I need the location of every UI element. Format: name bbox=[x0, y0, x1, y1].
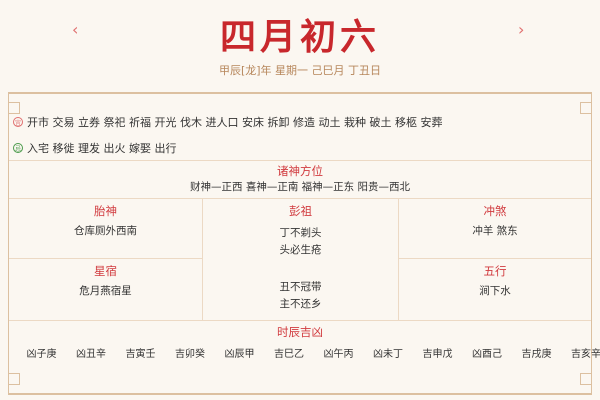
wuxing-section: 五行 涧下水 bbox=[399, 258, 591, 320]
prev-day-button[interactable]: ‹ bbox=[72, 20, 79, 39]
taishen-section: 胎神 仓库厕外西南 bbox=[9, 198, 202, 258]
gods-title: 诸神方位 bbox=[277, 164, 323, 178]
hour-item: 癸卯吉 bbox=[172, 348, 204, 358]
xingsu-title: 星宿 bbox=[94, 264, 117, 278]
chongsha-section: 冲煞 冲羊 煞东 bbox=[399, 198, 591, 258]
ji-row: 忌 入宅 移徙 理发 出火 嫁娶 出行 bbox=[13, 140, 176, 156]
ji-icon: 忌 bbox=[13, 143, 23, 153]
yi-row: 宜 开市 交易 立券 祭祀 祈福 开光 伐木 进人口 安床 拆卸 修造 动土 栽… bbox=[13, 114, 442, 130]
hour-item: 乙巳吉 bbox=[271, 348, 303, 358]
xingsu-value: 危月燕宿星 bbox=[79, 285, 132, 297]
yi-items: 开市 交易 立券 祭祀 祈福 开光 伐木 进人口 安床 拆卸 修造 动土 栽种 … bbox=[27, 116, 443, 129]
hour-item: 辛亥吉 bbox=[568, 348, 600, 358]
wuxing-title: 五行 bbox=[483, 264, 507, 278]
gods-section: 诸神方位 财神—正西 喜神—正南 福神—正东 阳贵—西北 bbox=[9, 160, 591, 198]
hour-item: 甲辰凶 bbox=[222, 348, 253, 358]
pengzu-line: 丁不剃头 bbox=[279, 227, 322, 239]
pengzu-section: 彭祖 丁不剃头 头必生疮 丑不冠带 主不还乡 bbox=[202, 198, 399, 320]
lunar-date-title: 四月初六 bbox=[219, 16, 380, 58]
pengzu-line: 丑不冠带 bbox=[279, 281, 322, 293]
chongsha-title: 冲煞 bbox=[483, 204, 507, 218]
hour-item: 己酉凶 bbox=[469, 348, 501, 358]
date-subtitle: 甲辰[龙]年 星期一 己巳月 丁丑日 bbox=[218, 64, 382, 77]
chongsha-value: 冲羊 煞东 bbox=[472, 225, 518, 237]
corner-ornament bbox=[580, 102, 592, 114]
corner-ornament bbox=[8, 373, 20, 385]
hour-item: 辛丑凶 bbox=[73, 348, 105, 358]
gods-value: 财神—正西 喜神—正南 福神—正东 阳贵—西北 bbox=[189, 181, 410, 193]
hour-item: 壬寅吉 bbox=[123, 348, 154, 358]
hour-item: 丁未凶 bbox=[370, 348, 402, 358]
pengzu-title: 彭祖 bbox=[289, 204, 312, 218]
wuxing-value: 涧下水 bbox=[479, 285, 511, 297]
hour-item: 庚戌吉 bbox=[519, 348, 550, 358]
hour-item: 庚子凶 bbox=[24, 348, 55, 358]
corner-ornament bbox=[580, 373, 592, 385]
pengzu-line: 主不还乡 bbox=[279, 298, 322, 310]
taishen-title: 胎神 bbox=[94, 204, 117, 218]
almanac-panel: 宜 开市 交易 立券 祭祀 祈福 开光 伐木 进人口 安床 拆卸 修造 动土 栽… bbox=[8, 92, 592, 395]
next-day-button[interactable]: › bbox=[518, 20, 525, 39]
taishen-value: 仓库厕外西南 bbox=[74, 225, 137, 237]
corner-ornament bbox=[8, 102, 20, 114]
xingsu-section: 星宿 危月燕宿星 bbox=[9, 258, 202, 320]
hours-title: 时辰吉凶 bbox=[277, 325, 323, 339]
hour-item: 丙午凶 bbox=[321, 348, 352, 358]
hours-section: 时辰吉凶 bbox=[9, 320, 591, 340]
pengzu-line: 头必生疮 bbox=[279, 244, 322, 256]
hour-item: 戊申吉 bbox=[420, 348, 451, 358]
yi-icon: 宜 bbox=[13, 117, 23, 127]
ji-items: 入宅 移徙 理发 出火 嫁娶 出行 bbox=[27, 142, 177, 155]
